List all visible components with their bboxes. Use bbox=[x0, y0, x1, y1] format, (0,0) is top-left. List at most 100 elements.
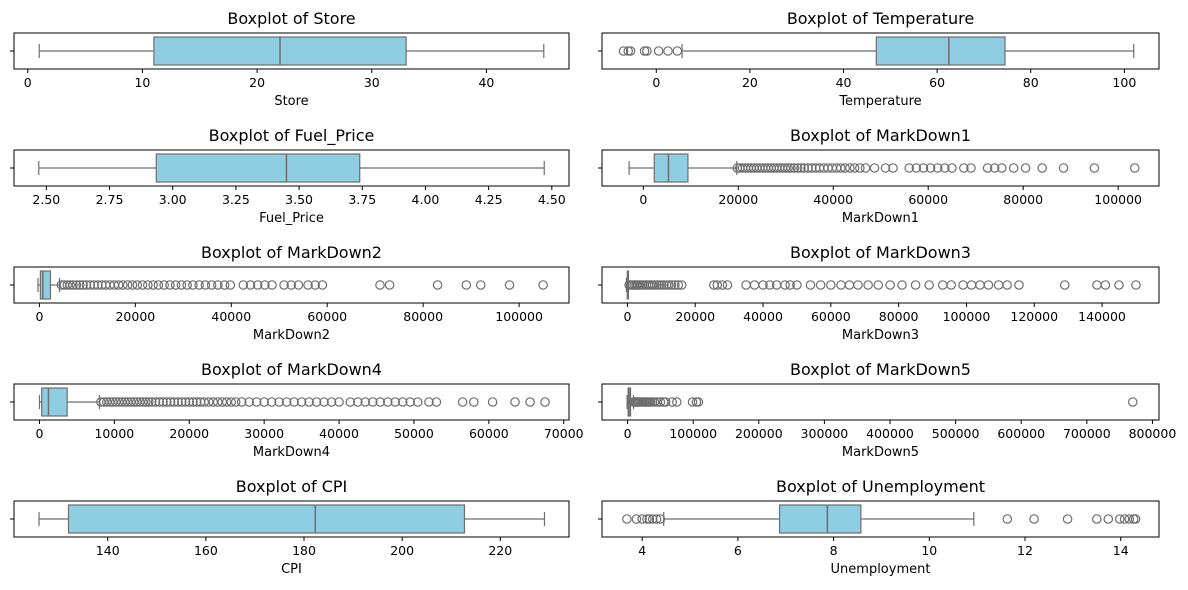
chart-6-outlier bbox=[274, 397, 284, 407]
chart-9-outlier bbox=[651, 514, 662, 524]
chart-6-outlier bbox=[382, 397, 393, 407]
chart-5-outlier bbox=[924, 280, 934, 290]
chart-4-outlier bbox=[260, 280, 270, 290]
chart-0-title: Boxplot of Store bbox=[227, 9, 355, 28]
chart-4-outlier bbox=[538, 280, 548, 290]
chart-6-x-tick-label: 0 bbox=[35, 426, 43, 441]
chart-4-outlier bbox=[176, 280, 187, 290]
chart-4-outlier bbox=[89, 280, 99, 290]
chart-3-outlier bbox=[869, 163, 880, 173]
chart-4-outlier bbox=[148, 280, 158, 290]
chart-7-x-tick-label: 300000 bbox=[801, 426, 849, 441]
chart-5-outlier bbox=[1092, 280, 1102, 290]
chart-8-x-tick-label: 160 bbox=[194, 543, 218, 558]
chart-4-iqr-box bbox=[39, 270, 52, 300]
chart-5-outlier bbox=[758, 280, 768, 290]
chart-3-outlier bbox=[904, 163, 915, 173]
chart-7-x-tick-label: 700000 bbox=[1063, 426, 1111, 441]
chart-6-outlier bbox=[367, 397, 378, 407]
chart-4-outlier bbox=[279, 280, 289, 290]
chart-1-x-tick-label: 20 bbox=[742, 75, 758, 90]
chart-3-outlier bbox=[989, 163, 1000, 173]
chart-4-outlier bbox=[219, 280, 230, 290]
chart-6-outlier bbox=[360, 397, 371, 407]
chart-7-outlier bbox=[1127, 397, 1138, 407]
chart-9-outlier bbox=[1119, 514, 1130, 524]
chart-6-outlier bbox=[226, 397, 237, 407]
chart-4-outlier bbox=[213, 280, 223, 290]
chart-6-x-tick-label: 10000 bbox=[94, 426, 134, 441]
chart-5-outlier bbox=[863, 280, 873, 290]
chart-3-outlier bbox=[932, 163, 943, 173]
chart-4-outlier bbox=[122, 280, 133, 290]
chart-1-x-tick-label: 100 bbox=[1112, 75, 1136, 90]
chart-3-outlier bbox=[1058, 163, 1069, 173]
chart-2-x-tick-label: 4.50 bbox=[538, 192, 566, 207]
chart-6-outlier bbox=[176, 397, 187, 407]
chart-5-x-tick-label: 120000 bbox=[1010, 309, 1058, 324]
chart-5-outlier bbox=[966, 280, 977, 290]
chart-5-outlier bbox=[897, 280, 907, 290]
chart-6-x-tick-label: 40000 bbox=[319, 426, 359, 441]
chart-3-x-tick-label: 80000 bbox=[1003, 192, 1043, 207]
chart-6-panel: Boxplot of MarkDown4 0 10000 20000 30000 4000… bbox=[10, 360, 584, 460]
chart-5-panel: Boxplot of MarkDown3 0 20000 40000 60000 8000… bbox=[598, 243, 1160, 343]
chart-5-outlier bbox=[1014, 280, 1024, 290]
chart-2-x-label: Fuel_Price bbox=[259, 211, 324, 226]
chart-3-outlier bbox=[982, 163, 993, 173]
chart-8-iqr-box bbox=[67, 504, 466, 534]
chart-3-outlier bbox=[783, 163, 793, 173]
chart-5-outlier bbox=[717, 280, 728, 290]
chart-4-outlier bbox=[504, 280, 515, 290]
chart-1-panel: Boxplot of Temperature 0 20 40 60 80 100 Temper… bbox=[598, 9, 1160, 109]
chart-0-x-tick-label: 10 bbox=[134, 75, 150, 90]
chart-7-outlier bbox=[671, 397, 682, 407]
chart-6-outlier bbox=[191, 397, 202, 407]
chart-5-outlier bbox=[785, 280, 795, 290]
chart-6-outlier bbox=[141, 397, 151, 407]
chart-6-outlier bbox=[311, 397, 322, 407]
chart-5-outlier bbox=[983, 280, 994, 290]
chart-3-outlier bbox=[780, 163, 791, 173]
chart-5-outlier bbox=[765, 280, 775, 290]
chart-3-outlier bbox=[855, 163, 865, 173]
chart-2-x-tick-label: 3.25 bbox=[222, 192, 250, 207]
chart-3-title: Boxplot of MarkDown1 bbox=[790, 126, 971, 145]
chart-7-outlier bbox=[667, 397, 677, 407]
chart-5-outlier bbox=[1002, 280, 1012, 290]
chart-6-outlier bbox=[184, 397, 195, 407]
chart-4-outlier bbox=[113, 280, 124, 290]
chart-5-outlier bbox=[1131, 280, 1141, 290]
chart-7-x-tick-label: 0 bbox=[624, 426, 632, 441]
chart-6-outlier bbox=[304, 397, 314, 407]
chart-5-outlier bbox=[946, 280, 956, 290]
chart-3-outlier bbox=[789, 163, 800, 173]
chart-6-outlier bbox=[405, 397, 416, 407]
chart-4-title: Boxplot of MarkDown2 bbox=[201, 243, 382, 262]
chart-3-outlier bbox=[947, 163, 957, 173]
chart-4-outlier bbox=[170, 280, 181, 290]
chart-4-x-tick-label: 20000 bbox=[115, 309, 155, 324]
chart-6-outlier bbox=[289, 397, 299, 407]
chart-6-outlier bbox=[144, 397, 154, 407]
chart-3-panel: Boxplot of MarkDown1 0 20000 40000 60000 8000… bbox=[598, 126, 1160, 226]
chart-5-x-tick-label: 140000 bbox=[1078, 309, 1126, 324]
chart-5-x-tick-label: 80000 bbox=[879, 309, 919, 324]
chart-5-outlier bbox=[780, 280, 790, 290]
chart-9-outlier bbox=[1062, 514, 1073, 524]
chart-5-outlier bbox=[1100, 280, 1111, 290]
chart-6-outlier bbox=[251, 397, 262, 407]
chart-6-outlier bbox=[158, 397, 168, 407]
chart-5-outlier bbox=[659, 280, 669, 290]
chart-4-outlier bbox=[153, 280, 164, 290]
chart-4-x-tick-label: 80000 bbox=[403, 309, 443, 324]
chart-0-x-label: Store bbox=[274, 94, 308, 109]
chart-8-x-tick-label: 180 bbox=[292, 543, 316, 558]
chart-7-x-label: MarkDown5 bbox=[842, 445, 919, 460]
chart-5-x-tick-label: 100000 bbox=[943, 309, 991, 324]
chart-9-outlier bbox=[655, 514, 666, 524]
chart-8-x-tick-label: 200 bbox=[390, 543, 414, 558]
chart-4-outlier bbox=[81, 280, 92, 290]
chart-2-iqr-box bbox=[155, 153, 361, 183]
chart-3-outlier bbox=[803, 163, 813, 173]
